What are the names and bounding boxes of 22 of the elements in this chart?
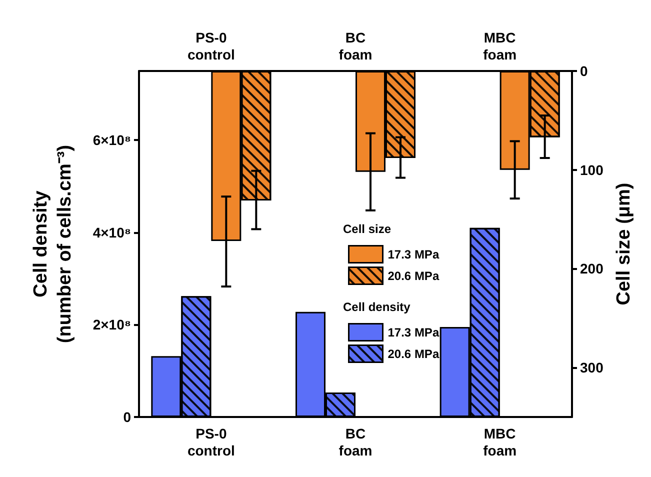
category-label: MBC foam [483, 30, 517, 62]
y-tick-label: 4×10⁸ [92, 224, 131, 240]
legend-label: 20.6 MPa [388, 268, 440, 283]
y2-axis-title: Cell size (μm) [613, 182, 634, 306]
text: Cell size [343, 222, 392, 236]
x-tick-label: PS-0 control [187, 426, 235, 458]
text: Cell density [343, 300, 410, 314]
legend-label: 20.6 MPa [388, 346, 440, 361]
x-tick-label: BC foam [338, 426, 372, 458]
category-label: PS-0 control [187, 30, 235, 62]
category-label: BC foam [338, 30, 372, 62]
y-tick-label: 0 [123, 409, 132, 425]
legend-label: 17.3 MPa [388, 325, 440, 340]
legend-label: 17.3 MPa [388, 247, 440, 262]
y-tick-label: 6×10⁸ [92, 132, 131, 148]
y-axis-title: Cell density (number of cells.cm⁻³) [30, 144, 76, 344]
y2-tick-label: 0 [580, 63, 588, 79]
y2-tick-label: 200 [580, 260, 604, 277]
x-tick-label: MBC foam [483, 426, 517, 458]
y2-tick-label: 100 [580, 162, 604, 178]
y2-tick-label: 300 [580, 360, 604, 376]
y-tick-label: 2×10⁸ [92, 316, 131, 333]
